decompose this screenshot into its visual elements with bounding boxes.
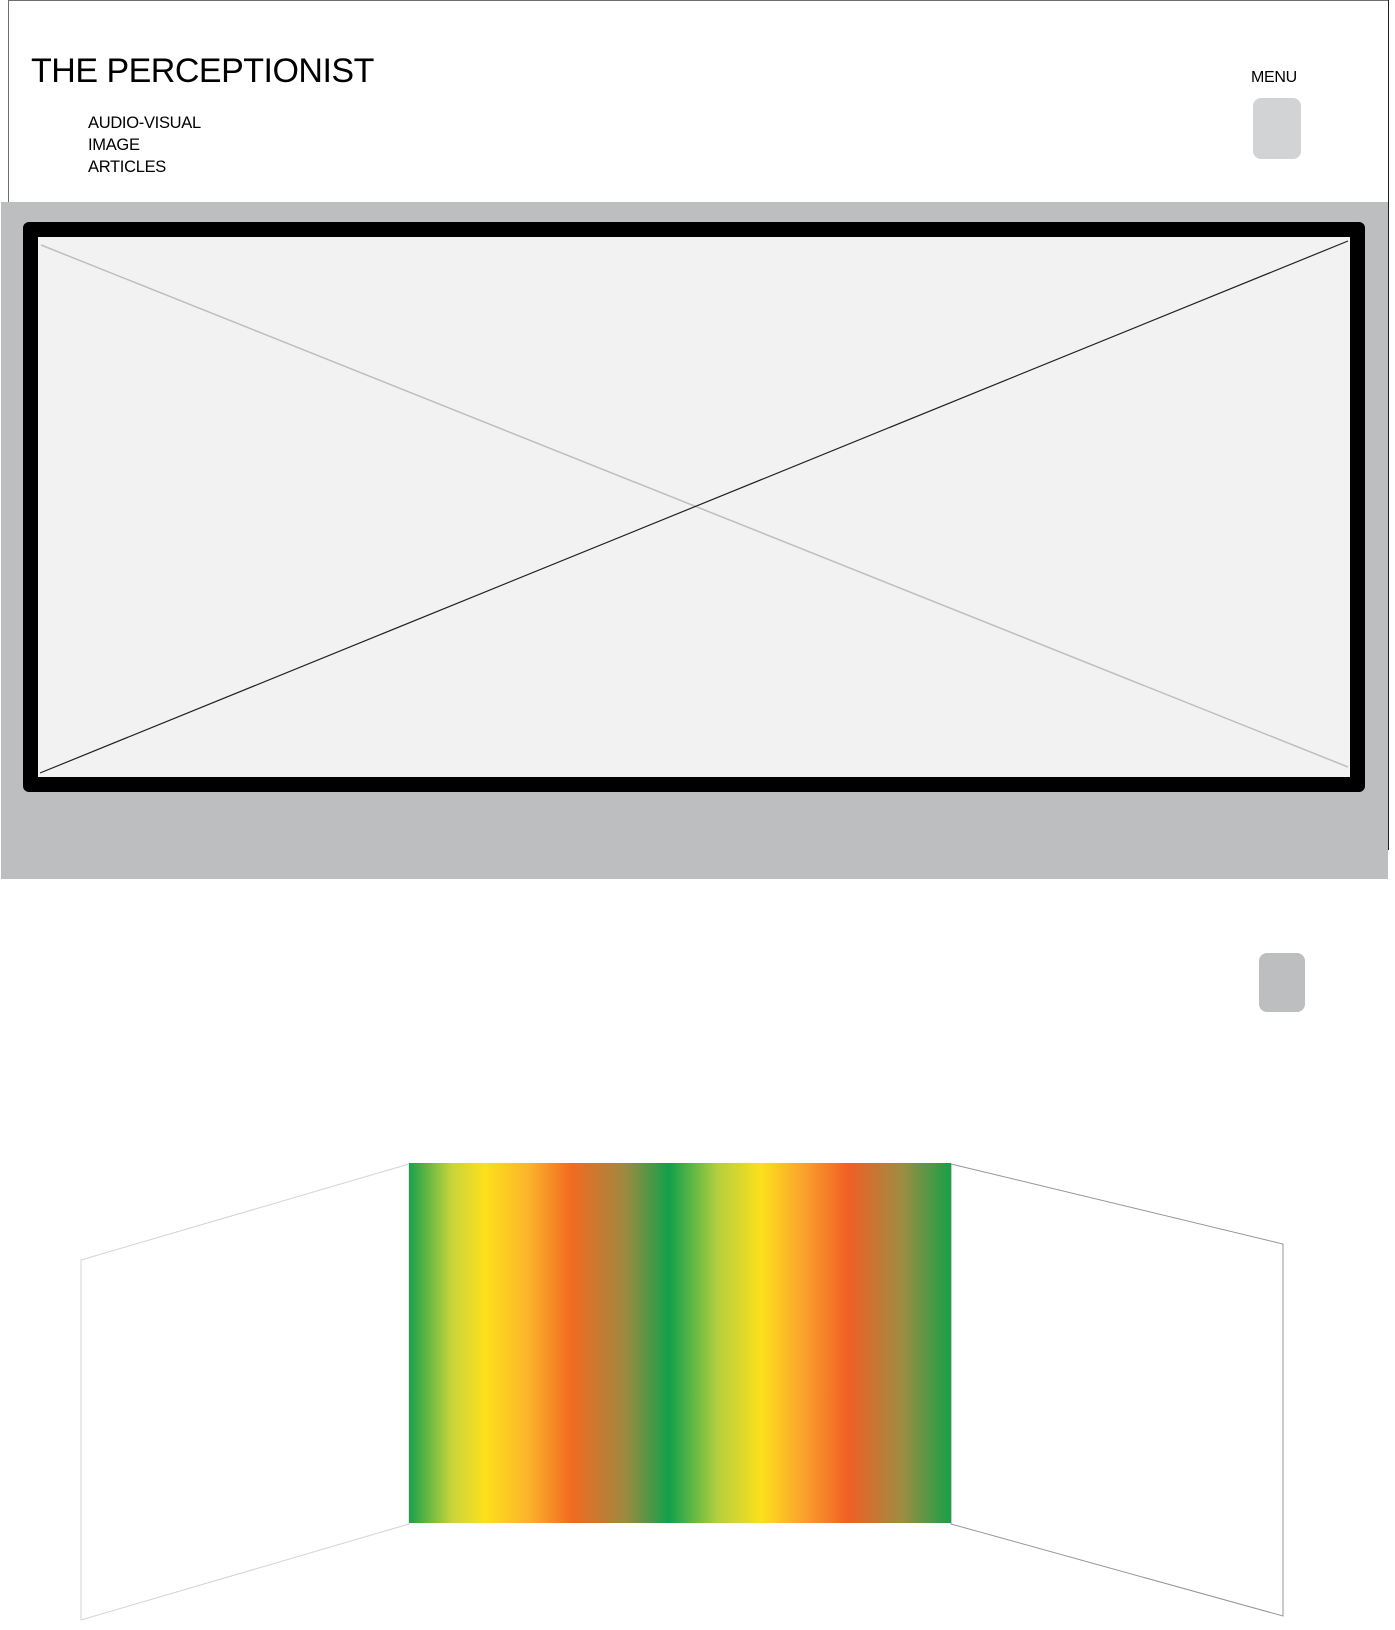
left-panel	[80, 1163, 410, 1621]
menu-label: MENU	[1251, 69, 1297, 86]
menu-button[interactable]	[1253, 98, 1301, 159]
panel-wireframe	[80, 1163, 1284, 1621]
gradient-panel	[409, 1163, 951, 1523]
nav-item-image[interactable]: IMAGE	[88, 136, 140, 154]
nav-item-articles[interactable]: ARTICLES	[88, 158, 166, 176]
header-frame-edge	[1388, 0, 1389, 850]
main-nav: AUDIO-VISUAL IMAGE ARTICLES	[88, 112, 201, 178]
right-panel	[950, 1163, 1284, 1617]
hero-image-placeholder	[23, 222, 1365, 792]
header-frame	[8, 0, 1388, 202]
site-title[interactable]: THE PERCEPTIONIST	[31, 52, 374, 90]
menu-button-secondary[interactable]	[1259, 953, 1305, 1012]
nav-item-audio-visual[interactable]: AUDIO-VISUAL	[88, 114, 201, 132]
image-placeholder-cross-icon	[39, 240, 1349, 774]
